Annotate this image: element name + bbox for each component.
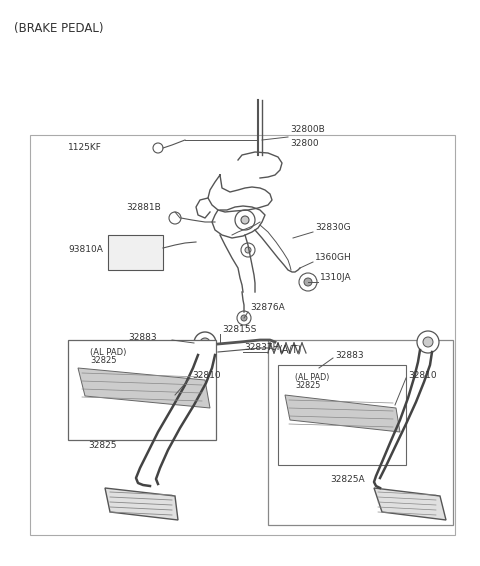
Text: 32810: 32810 [408,371,437,379]
Text: 32825: 32825 [90,356,117,365]
Circle shape [241,216,249,224]
Polygon shape [285,395,400,432]
Text: 32876A: 32876A [250,303,285,312]
Text: 32830G: 32830G [315,224,350,233]
Text: 32883: 32883 [128,333,156,342]
Circle shape [299,273,317,291]
Text: 1125KF: 1125KF [68,144,102,152]
Polygon shape [78,368,210,408]
Text: 32883: 32883 [335,350,364,359]
Text: 32800: 32800 [290,139,319,148]
Bar [300,348,338,393]
Circle shape [169,212,181,224]
Circle shape [200,338,210,348]
Circle shape [237,311,251,325]
Text: 32825: 32825 [295,381,320,390]
Text: 32815S: 32815S [222,325,256,335]
Text: 32810: 32810 [192,371,221,379]
Text: (BRAKE PEDAL): (BRAKE PEDAL) [14,22,104,35]
Bar [278,365,406,465]
Circle shape [245,247,251,253]
Text: 93810A: 93810A [68,246,103,255]
Circle shape [241,243,255,257]
Circle shape [153,143,163,153]
Circle shape [241,315,247,321]
Circle shape [235,210,255,230]
Text: (A/T): (A/T) [278,345,301,355]
Text: (AL PAD): (AL PAD) [295,373,329,382]
Bar [108,235,163,270]
Text: 1360GH: 1360GH [315,254,352,263]
Bar [268,340,453,525]
Bar [68,340,216,440]
Text: 32881B: 32881B [126,204,161,212]
Text: 32800B: 32800B [290,126,325,135]
Text: (AL PAD): (AL PAD) [90,348,126,357]
Polygon shape [374,488,446,520]
Circle shape [309,360,329,380]
Circle shape [194,332,216,354]
Text: 32825A: 32825A [330,475,365,484]
Text: 1310JA: 1310JA [320,273,352,282]
Circle shape [304,278,312,286]
Bar [30,135,455,535]
Text: 32825: 32825 [88,440,117,449]
Circle shape [417,331,439,353]
Text: 32837H: 32837H [244,344,279,353]
Circle shape [423,337,433,347]
Polygon shape [105,488,178,520]
